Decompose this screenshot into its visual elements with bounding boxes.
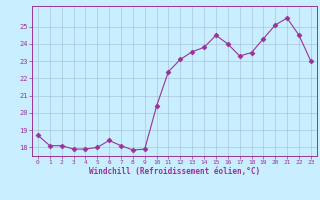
X-axis label: Windchill (Refroidissement éolien,°C): Windchill (Refroidissement éolien,°C) [89,167,260,176]
